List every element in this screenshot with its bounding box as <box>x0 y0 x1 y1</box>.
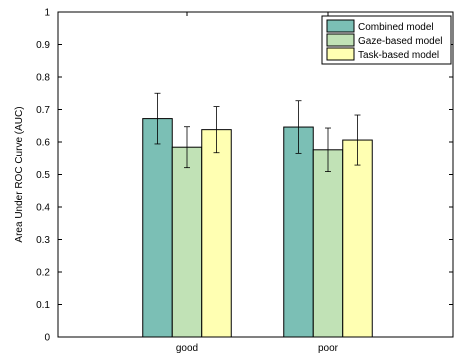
x-tick-label: good <box>176 343 198 353</box>
y-tick-label: 0.9 <box>36 40 50 51</box>
y-tick-label: 0.5 <box>36 170 50 181</box>
bar-good-1 <box>171 146 203 338</box>
bar-poor-0 <box>283 126 314 338</box>
y-tick-label: 0.4 <box>36 203 50 214</box>
bars <box>142 118 373 338</box>
legend: Combined model Gaze-based model Task-based… <box>321 15 452 65</box>
y-axis: 0 0.1 0.2 0.3 0.4 0.5 0.6 0.7 0.8 0.9 1 <box>36 8 453 344</box>
y-tick-label: 0.2 <box>36 268 50 279</box>
x-tick-label: poor <box>318 343 339 353</box>
y-tick-label: 0.7 <box>36 105 50 116</box>
y-tick-label: 1 <box>44 8 50 19</box>
legend-swatch <box>326 47 355 61</box>
legend-label: Gaze-based model <box>358 36 443 47</box>
bar-good-0 <box>142 118 173 338</box>
y-tick-label: 0.8 <box>36 73 50 84</box>
y-tick-label: 0.3 <box>36 235 50 246</box>
bar-poor-2 <box>342 139 373 338</box>
legend-label: Combined model <box>358 22 434 33</box>
y-tick-label: 0.6 <box>36 138 50 149</box>
y-tick-label: 0.1 <box>36 300 50 311</box>
y-axis-label: Area Under ROC Curve (AUC) <box>14 106 25 242</box>
error-bars <box>154 92 361 172</box>
legend-swatch <box>326 19 355 33</box>
legend-swatch <box>326 33 355 47</box>
bar-poor-1 <box>312 149 344 338</box>
legend-label: Task-based model <box>358 50 439 61</box>
y-tick-label: 0 <box>44 333 50 344</box>
bar-good-2 <box>201 129 232 338</box>
